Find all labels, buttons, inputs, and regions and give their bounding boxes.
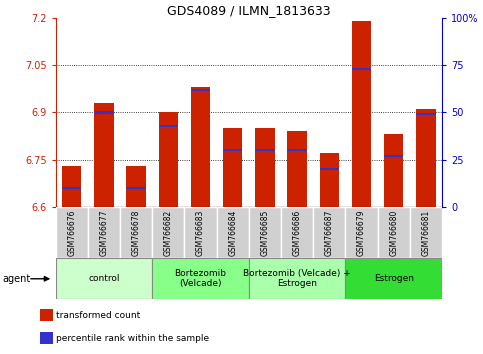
Bar (56, 207, 88, 258)
Bar (410, 207, 442, 258)
Bar (158, 125, 178, 127)
Bar (249, 258, 345, 299)
Bar (378, 207, 410, 258)
Bar (216, 207, 249, 258)
Title: GDS4089 / ILMN_1813633: GDS4089 / ILMN_1813633 (167, 4, 330, 17)
Text: agent: agent (2, 274, 30, 284)
Bar (249, 207, 281, 258)
Bar (152, 258, 249, 299)
Bar (345, 207, 378, 258)
Text: Bortezomib
(Velcade): Bortezomib (Velcade) (174, 269, 227, 289)
Bar (191, 88, 210, 91)
Bar (255, 149, 274, 152)
Bar (223, 128, 242, 207)
Bar (287, 149, 307, 152)
Bar (345, 258, 442, 299)
Bar (62, 166, 81, 207)
Bar (152, 207, 185, 258)
Bar (56, 258, 152, 299)
Text: GSM766687: GSM766687 (325, 210, 334, 256)
Bar (88, 207, 120, 258)
Bar (40, 332, 53, 344)
Bar (40, 309, 53, 321)
Text: GSM766682: GSM766682 (164, 210, 173, 256)
Bar (352, 68, 371, 70)
Bar (320, 153, 339, 207)
Bar (120, 207, 152, 258)
Bar (158, 112, 178, 207)
Text: GSM766685: GSM766685 (260, 210, 270, 256)
Text: GSM766681: GSM766681 (421, 210, 430, 256)
Text: Bortezomib (Velcade) +
Estrogen: Bortezomib (Velcade) + Estrogen (243, 269, 351, 289)
Text: GSM766679: GSM766679 (357, 210, 366, 256)
Text: GSM766677: GSM766677 (99, 210, 108, 256)
Bar (127, 187, 146, 189)
Text: GSM766678: GSM766678 (131, 210, 141, 256)
Text: control: control (88, 274, 120, 283)
Bar (384, 135, 403, 207)
Bar (94, 111, 114, 114)
Bar (191, 87, 210, 207)
Bar (185, 207, 216, 258)
Bar (94, 103, 114, 207)
Bar (62, 187, 81, 189)
Text: GSM766676: GSM766676 (67, 210, 76, 256)
Text: GSM766683: GSM766683 (196, 210, 205, 256)
Bar (287, 131, 307, 207)
Bar (255, 128, 274, 207)
Bar (352, 21, 371, 207)
Bar (320, 168, 339, 170)
Text: GSM766680: GSM766680 (389, 210, 398, 256)
Text: GSM766684: GSM766684 (228, 210, 237, 256)
Text: transformed count: transformed count (56, 310, 140, 320)
Bar (313, 207, 345, 258)
Bar (281, 207, 313, 258)
Text: GSM766686: GSM766686 (293, 210, 301, 256)
Bar (384, 155, 403, 157)
Text: percentile rank within the sample: percentile rank within the sample (56, 333, 209, 343)
Bar (223, 149, 242, 152)
Text: Estrogen: Estrogen (374, 274, 413, 283)
Bar (127, 166, 146, 207)
Bar (416, 113, 436, 115)
Bar (416, 109, 436, 207)
